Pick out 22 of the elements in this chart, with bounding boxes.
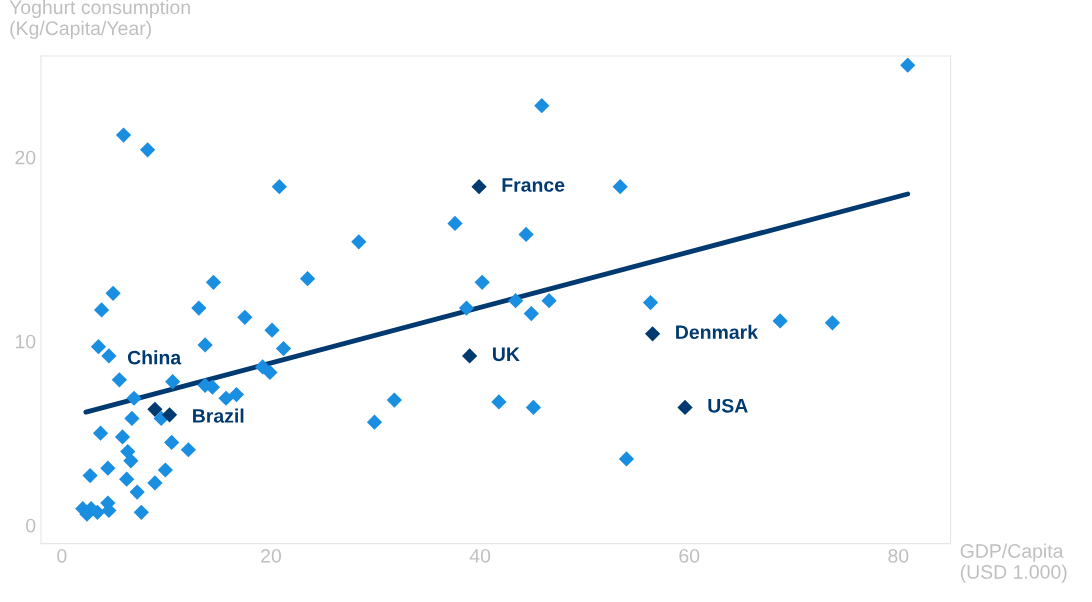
y-tick-label: 20 — [15, 150, 36, 165]
point — [644, 326, 661, 342]
x-tick-label: 0 — [57, 548, 67, 563]
point — [147, 401, 163, 417]
x-tick-label: 80 — [888, 548, 909, 563]
point — [677, 399, 693, 416]
x-tick-label: 60 — [679, 548, 700, 563]
annotation: USA — [708, 398, 748, 413]
annotation: France — [502, 178, 565, 192]
y-axis-title: Yoghurt consumption (Kg/Capita/Year) — [9, 0, 190, 39]
annotation: China — [127, 350, 182, 365]
y-tick-label: 0 — [26, 518, 36, 533]
x-axis-title: GDP/Capita (USD 1.000) — [960, 543, 1067, 583]
annotation: Brazil — [193, 408, 244, 423]
point — [462, 348, 478, 364]
point — [161, 407, 178, 423]
x-tick-label: 40 — [469, 548, 491, 563]
x-tick-label: 20 — [261, 548, 282, 563]
annotation: UK — [493, 347, 520, 362]
y-tick-label: 10 — [15, 334, 36, 349]
point — [471, 179, 487, 195]
annotation: Denmark — [676, 324, 759, 340]
